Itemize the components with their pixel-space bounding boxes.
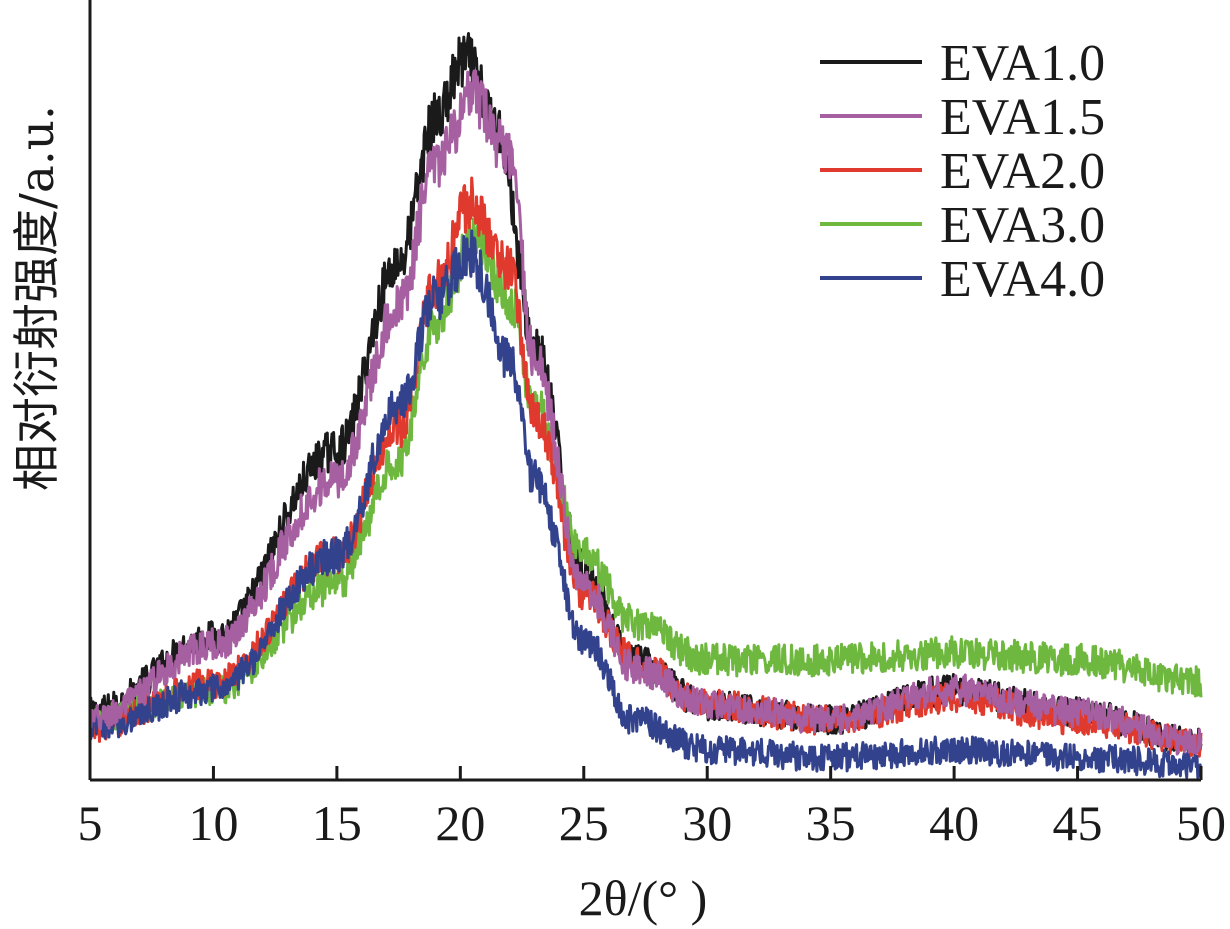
legend-label: EVA4.0 xyxy=(940,251,1105,308)
series-line-eva1-5 xyxy=(88,69,1203,756)
x-tick-label: 40 xyxy=(929,795,979,851)
x-tick-label: 50 xyxy=(1176,795,1226,851)
legend-label: EVA3.0 xyxy=(940,197,1105,254)
x-tick-label: 35 xyxy=(806,795,856,851)
series-line-eva3-0 xyxy=(89,213,1203,735)
legend-label: EVA2.0 xyxy=(940,143,1105,200)
x-tick-label: 5 xyxy=(78,795,103,851)
axes xyxy=(88,0,1201,782)
legend-label: EVA1.5 xyxy=(940,89,1105,146)
legend-label: EVA1.0 xyxy=(940,35,1105,92)
x-tick-label: 30 xyxy=(682,795,732,851)
series-layer xyxy=(88,32,1203,780)
x-tick-label: 15 xyxy=(312,795,362,851)
x-tick-label: 45 xyxy=(1053,795,1103,851)
series-line-eva4-0 xyxy=(88,229,1203,780)
x-tick-label: 25 xyxy=(559,795,609,851)
x-axis-label: 2θ/(° ) xyxy=(579,870,708,926)
y-axis-label: 相对衍射强度/a.u. xyxy=(10,105,65,492)
x-tick-label: 10 xyxy=(188,795,238,851)
x-ticks: 5 10 15 20 25 30 35 40 45 50 xyxy=(78,766,1226,851)
x-tick-label: 20 xyxy=(435,795,485,851)
